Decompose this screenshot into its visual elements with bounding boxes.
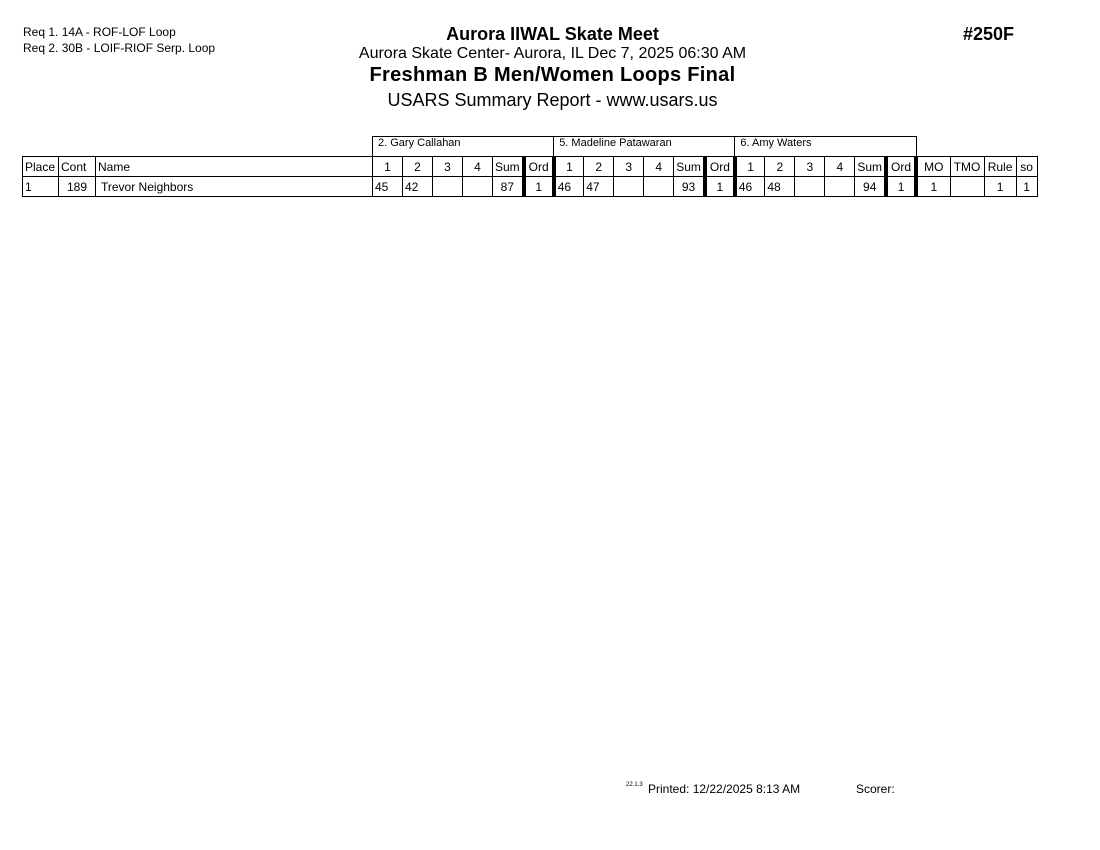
col-rule: Rule — [983, 156, 1017, 177]
col-3: 3 — [432, 156, 463, 177]
score: 47 — [583, 176, 615, 197]
judge-name: 6. Amy Waters — [734, 136, 917, 157]
col-1: 1 — [551, 156, 585, 177]
ordinal: 1 — [884, 176, 917, 197]
score — [613, 176, 645, 197]
printed-date: Printed: 12/22/2025 8:13 AM — [648, 782, 801, 796]
score: 42 — [402, 176, 433, 197]
score — [643, 176, 675, 197]
place: 1 — [22, 176, 59, 197]
score — [462, 176, 493, 197]
col-4: 4 — [824, 156, 856, 177]
event-title: Freshman B Men/Women Loops Final — [369, 64, 736, 86]
col-so: so — [1015, 156, 1038, 177]
col-tmo: TMO — [949, 156, 985, 177]
col-cont: Cont — [58, 156, 96, 177]
col-ord: Ord — [521, 156, 555, 177]
rule: 1 — [983, 176, 1017, 197]
col-ord: Ord — [702, 156, 736, 177]
mo: 1 — [914, 176, 951, 197]
col-place: Place — [22, 156, 59, 177]
col-sum: Sum — [491, 156, 525, 177]
col-4: 4 — [462, 156, 493, 177]
score: 48 — [764, 176, 796, 197]
col-name: Name — [95, 156, 373, 177]
col-3: 3 — [794, 156, 826, 177]
score — [824, 176, 856, 197]
meet-location: Aurora Skate Center- Aurora, IL Dec 7, 2… — [358, 45, 747, 62]
ordinal: 1 — [702, 176, 736, 197]
col-sum: Sum — [854, 156, 887, 177]
sum: 93 — [673, 176, 706, 197]
sum: 94 — [854, 176, 887, 197]
col-2: 2 — [764, 156, 796, 177]
meet-title: Aurora IIWAL Skate Meet — [446, 24, 659, 44]
col-mo: MO — [914, 156, 951, 177]
requirement-2: Req 2. 30B - LOIF-RIOF Serp. Loop — [23, 41, 216, 55]
sum: 87 — [491, 176, 525, 197]
judge-name: 2. Gary Callahan — [371, 136, 555, 157]
event-number: #250F — [963, 24, 1015, 44]
score — [794, 176, 826, 197]
col-4: 4 — [643, 156, 675, 177]
ordinal: 1 — [521, 176, 555, 197]
table-row: 1 189 Trevor Neighbors 45 42 87 1 46 47 93 1 4… — [22, 176, 1038, 197]
so: 1 — [1015, 176, 1038, 197]
results-table: 2. Gary Callahan 5. Madeline Patawaran 6… — [22, 136, 1038, 197]
score: 46 — [732, 176, 766, 197]
col-1: 1 — [732, 156, 766, 177]
score: 46 — [551, 176, 585, 197]
tmo — [949, 176, 985, 197]
score: 45 — [372, 176, 403, 197]
col-2: 2 — [583, 156, 615, 177]
judge-header-row: 2. Gary Callahan 5. Madeline Patawaran 6… — [23, 136, 1038, 157]
judge-name: 5. Madeline Patawaran — [553, 136, 736, 157]
skater-name: Trevor Neighbors — [95, 176, 373, 197]
score — [432, 176, 463, 197]
version-label: 22.1.3 — [626, 782, 643, 788]
col-2: 2 — [402, 156, 433, 177]
col-ord: Ord — [884, 156, 917, 177]
col-3: 3 — [613, 156, 645, 177]
requirement-1: Req 1. 14A - ROF-LOF Loop — [23, 25, 176, 39]
scorer-label: Scorer: — [856, 782, 895, 796]
cont: 189 — [58, 176, 96, 197]
col-1: 1 — [372, 156, 403, 177]
col-sum: Sum — [673, 156, 706, 177]
report-title: USARS Summary Report - www.usars.us — [387, 90, 718, 110]
